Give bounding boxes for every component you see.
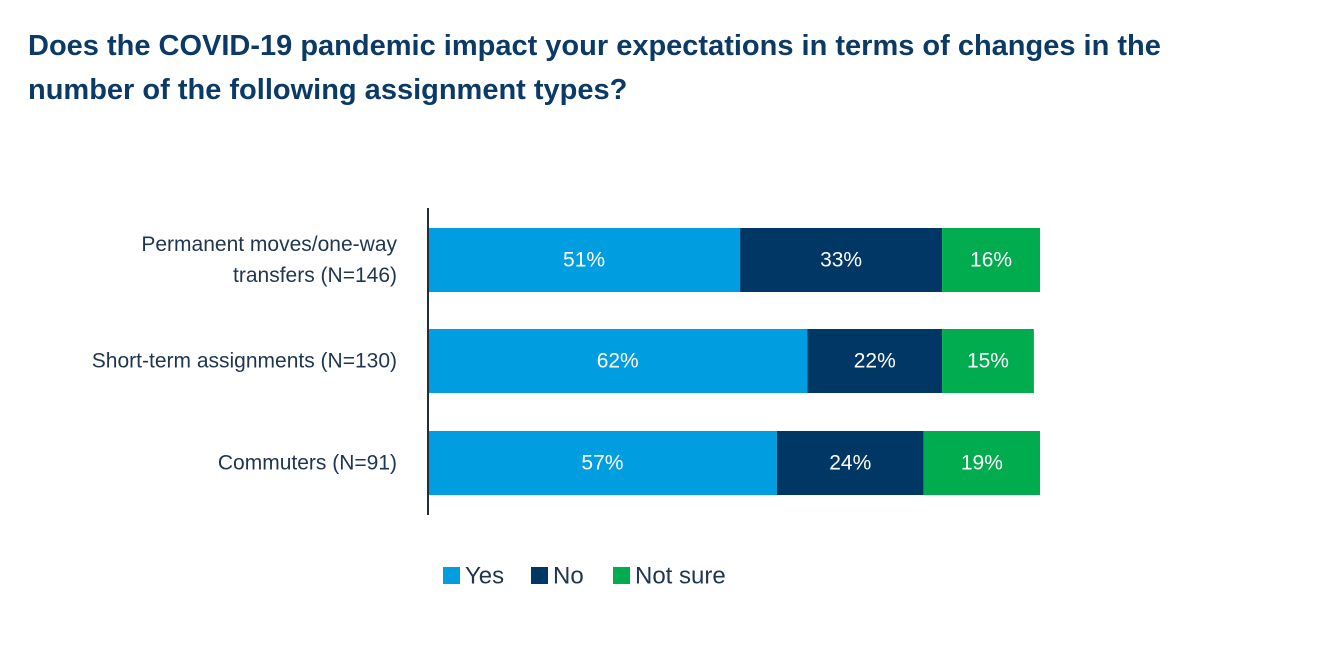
bar-segment-not-sure: [942, 228, 1040, 292]
category-label: Short-term assignments (N=130): [92, 350, 397, 373]
bar-segment-no: [776, 431, 924, 495]
legend-label: No: [553, 563, 584, 590]
legend: Yes No Not sure: [443, 563, 726, 590]
legend-label: Not sure: [635, 563, 726, 590]
data-label: 51%: [563, 249, 605, 272]
data-label: 16%: [970, 249, 1012, 272]
data-label: 19%: [961, 452, 1003, 475]
bar-segment-no: [740, 228, 943, 292]
segment-data-labels: 51% 33% 16% 62% 22% 15% 57% 24% 19%: [563, 249, 1012, 475]
category-label: Permanent moves/one-way: [141, 233, 397, 256]
category-label: transfers (N=146): [233, 264, 397, 287]
legend-label: Yes: [465, 563, 504, 590]
data-label: 57%: [581, 452, 623, 475]
category-label: Commuters (N=91): [218, 452, 397, 475]
bar-segment-not-sure: [923, 431, 1040, 495]
bar-segments: [428, 228, 1040, 495]
legend-swatch-not-sure: [613, 567, 630, 584]
bar-segment-yes: [428, 329, 808, 393]
category-labels: Permanent moves/one-way transfers (N=146)…: [92, 233, 398, 475]
data-label: 33%: [820, 249, 862, 272]
bar-segment-yes: [428, 431, 777, 495]
bar-segment-yes: [428, 228, 741, 292]
data-label: 62%: [597, 350, 639, 373]
data-label: 15%: [967, 350, 1009, 373]
legend-swatch-no: [531, 567, 548, 584]
bar-segment-no: [807, 329, 943, 393]
data-label: 22%: [854, 350, 896, 373]
chart-title: Does the COVID-19 pandemic impact your e…: [28, 30, 1161, 106]
data-label: 24%: [829, 452, 871, 475]
bar-segment-not-sure: [942, 329, 1034, 393]
legend-swatch-yes: [443, 567, 460, 584]
